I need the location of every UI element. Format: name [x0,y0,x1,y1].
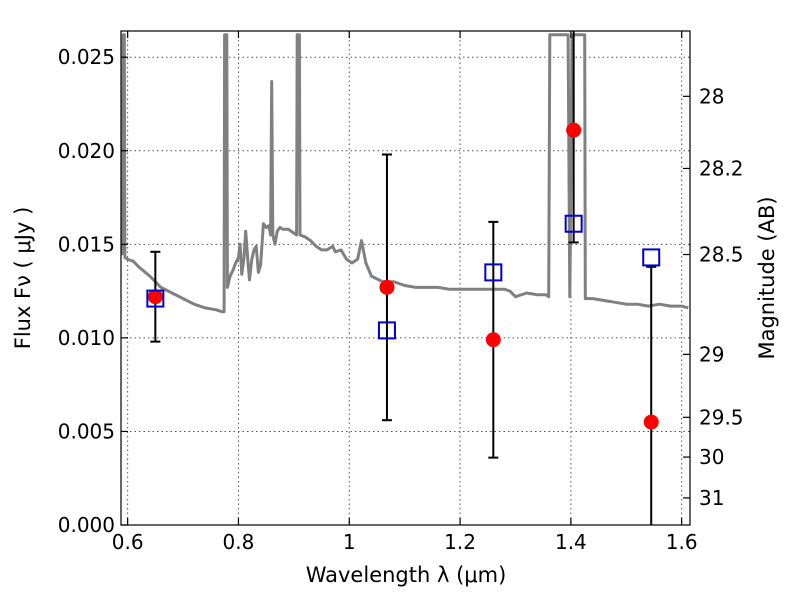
observed-flux-point [379,279,395,295]
magnitude-tick-label: 31 [699,486,724,510]
y-tick-label: 0.005 [58,419,115,443]
y-tick-label: 0.000 [58,513,115,537]
observed-flux-point [147,289,163,305]
x-tick-label: 0.6 [112,530,144,554]
x-tick-label: 1 [343,530,356,554]
plot-frame [120,30,691,526]
y-axis-right-label: Magnitude (AB) [755,196,779,359]
y-tick-label: 0.010 [58,326,115,350]
y-tick-label: 0.025 [58,45,115,69]
grid [121,31,690,526]
magnitude-tick-label: 29 [699,342,724,366]
y-tick-label: 0.015 [58,232,115,256]
magnitude-tick-label: 30 [699,445,724,469]
model-photometry-point [146,289,165,308]
observed-flux-point [485,332,501,348]
model-photometry-point [377,321,396,340]
observed-flux-point [643,414,659,430]
model-photometry-point [564,214,583,233]
x-tick-label: 0.8 [223,530,255,554]
magnitude-tick-label: 28 [699,84,724,108]
x-tick-label: 1.2 [444,530,476,554]
magnitude-tick-label: 29.5 [699,405,744,429]
magnitude-tick-label: 28.2 [699,156,744,180]
x-tick-label: 1.4 [555,530,587,554]
axis-ticks: 0.6 0.8 1 1.2 1.4 1.6 0.000 0.005 0.010 0.015 0.02… [58,31,744,554]
markers [146,122,661,430]
model-photometry-point [484,263,503,282]
model-sed-series [121,33,689,314]
y-axis-label: Flux Fν ( μJy ) [11,207,35,350]
model-sed-line [121,33,689,314]
magnitude-tick-label: 28.5 [699,243,744,267]
observed-flux-point [566,122,582,138]
x-axis-label: Wavelength λ (μm) [306,563,507,587]
model-photometry-point [642,248,661,267]
x-tick-label: 1.6 [666,530,698,554]
y-tick-label: 0.020 [58,139,115,163]
